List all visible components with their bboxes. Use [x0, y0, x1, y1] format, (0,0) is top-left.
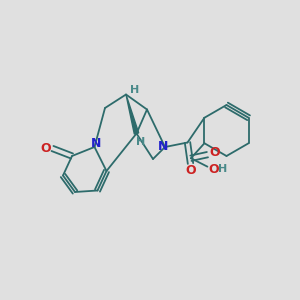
Text: H: H [136, 137, 146, 147]
Text: N: N [158, 140, 169, 154]
Text: H: H [130, 85, 139, 95]
Text: N: N [91, 137, 101, 150]
Text: O: O [185, 164, 196, 177]
Text: H: H [218, 164, 228, 174]
Polygon shape [126, 94, 139, 134]
Text: O: O [209, 163, 219, 176]
Text: O: O [40, 142, 51, 155]
Text: O: O [210, 146, 220, 159]
